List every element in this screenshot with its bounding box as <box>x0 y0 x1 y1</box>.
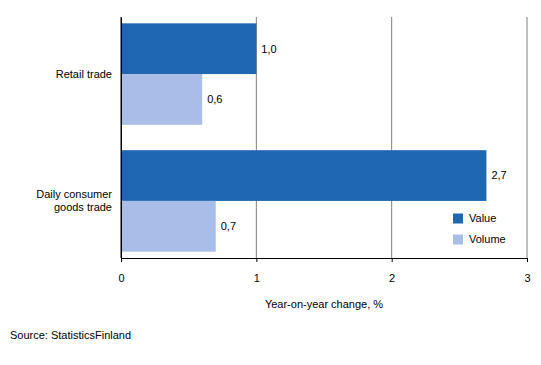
category-label: Daily consumergoods trade <box>36 188 112 213</box>
tick: 3 <box>524 258 530 284</box>
tick-label: 2 <box>389 272 395 284</box>
bars <box>121 23 486 251</box>
category-label: Retail trade <box>56 68 112 80</box>
data-labels: 1,0 2,7 0,6 0,7 <box>207 43 506 233</box>
legend-swatch <box>453 214 463 224</box>
bar <box>121 150 486 201</box>
data-label: 0,7 <box>221 220 236 232</box>
tick-label: 1 <box>254 272 260 284</box>
grid-line <box>527 17 528 258</box>
data-label: 1,0 <box>261 43 276 55</box>
bar <box>121 201 216 252</box>
tick: 1 <box>254 258 260 284</box>
tick-mark <box>256 258 257 262</box>
axis-line <box>122 259 528 263</box>
axis-line <box>121 18 122 259</box>
tick: 2 <box>389 258 395 284</box>
bar <box>121 23 256 74</box>
tick-mark <box>392 258 393 262</box>
legend-swatch <box>453 235 463 245</box>
tick: Retail trade <box>56 68 121 80</box>
x-axis: 0 1 2 3 <box>118 258 530 284</box>
tick: 0 <box>118 258 124 284</box>
grid-line <box>121 17 122 258</box>
tick-label: 3 <box>524 272 530 284</box>
tick-label: 0 <box>118 272 124 284</box>
axis-title: Year-on-year change, % <box>265 298 383 310</box>
tick-mark <box>527 258 528 262</box>
bar <box>121 74 202 125</box>
y-axis: Retail trade Daily consumergoods trade <box>36 18 121 259</box>
data-label: 2,7 <box>491 169 506 181</box>
legend-label: Value <box>469 212 496 224</box>
chart: 1,0 2,7 0,6 0,7 0 1 2 3 Retail trade Daily consum… <box>0 0 541 365</box>
grid <box>121 17 527 258</box>
tick: Daily consumergoods trade <box>36 188 121 213</box>
annotation: Source: StatisticsFinland <box>10 329 131 341</box>
grid-line <box>391 17 392 258</box>
legend: Value Volume <box>453 212 506 245</box>
legend-label: Volume <box>469 233 506 245</box>
data-label: 0,6 <box>207 93 222 105</box>
tick-mark <box>121 258 122 262</box>
